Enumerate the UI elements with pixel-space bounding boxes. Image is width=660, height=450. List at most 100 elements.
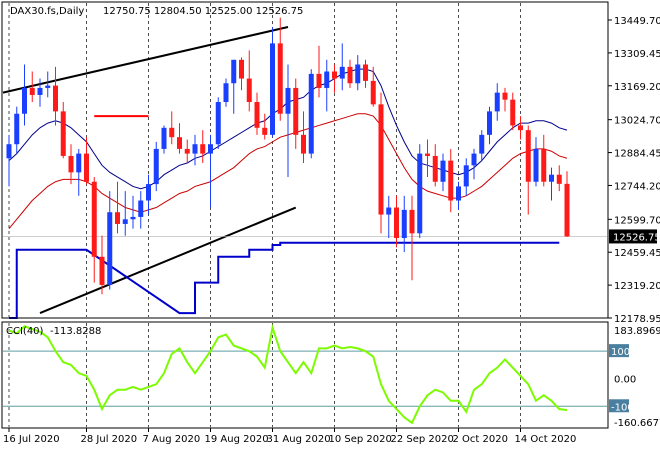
candle-body xyxy=(510,99,516,126)
candle-body xyxy=(76,153,82,173)
candle-body xyxy=(518,125,523,131)
candle-body xyxy=(84,153,89,182)
candle-body xyxy=(122,219,128,224)
candle-body xyxy=(463,165,469,187)
candle-body xyxy=(308,73,314,154)
candle-body xyxy=(541,148,547,182)
time-axis: 16 Jul 2020 28 Jul 2020 7 Aug 2020 19 Aug 2… xyxy=(3,428,576,445)
time-tick-label: 14 Oct 2020 xyxy=(515,434,577,445)
price-tick-label: 13024.70 xyxy=(614,116,660,127)
candle-body xyxy=(471,153,477,166)
candle-body xyxy=(386,207,392,215)
candle-body xyxy=(347,66,353,84)
cci-pane-frame xyxy=(1,321,609,429)
time-tick-label: 19 Aug 2020 xyxy=(205,434,269,445)
candle-body xyxy=(564,183,570,237)
candle-body xyxy=(487,111,492,135)
time-tick-label: 7 Aug 2020 xyxy=(143,434,201,445)
candle-body xyxy=(184,148,190,154)
price-tick-label: 12884.45 xyxy=(614,149,660,160)
candle-body xyxy=(277,43,283,114)
candle-body xyxy=(456,186,461,201)
candle-body xyxy=(22,87,27,114)
upper-trendline xyxy=(2,25,289,94)
cci-tick-label: -160.6677 xyxy=(614,418,660,429)
candle-body xyxy=(45,85,51,88)
candle-body xyxy=(409,209,415,234)
candle-body xyxy=(138,200,144,217)
support-line xyxy=(3,236,607,319)
candle-body xyxy=(448,160,454,201)
candle-body xyxy=(339,66,345,79)
candle-body xyxy=(556,174,562,184)
candle-body xyxy=(301,134,306,154)
trendlines xyxy=(2,25,297,314)
candle-body xyxy=(363,64,368,81)
ohlc-label: 12750.75 12804.50 12525.00 12526.75 xyxy=(103,6,303,17)
candle-body xyxy=(324,71,330,88)
candle-body xyxy=(60,111,66,156)
candle-body xyxy=(53,85,58,112)
price-tick-label: 12744.20 xyxy=(614,181,660,192)
time-tick-label: 10 Sep 2020 xyxy=(329,434,392,445)
price-tick-label: 12178.95 xyxy=(614,314,660,325)
candle-body xyxy=(192,144,198,154)
candle-body xyxy=(394,207,399,239)
cci-tick-label: 100 xyxy=(611,347,630,358)
candle-body xyxy=(146,184,151,201)
candle-body xyxy=(161,127,167,149)
time-tick-label: 16 Jul 2020 xyxy=(3,434,60,445)
candle-body xyxy=(370,80,376,105)
candle-body xyxy=(29,87,35,95)
symbol-label: DAX30.fs,Daily xyxy=(10,6,84,17)
candle-body xyxy=(425,153,430,156)
cci-tick-label: 183.8969 xyxy=(614,326,660,337)
cci-value-label: -113.8288 xyxy=(50,326,101,337)
candle-body xyxy=(293,87,299,135)
candle-body xyxy=(6,144,12,159)
price-tick-label: 12599.70 xyxy=(614,215,660,226)
candles xyxy=(6,17,570,295)
candle-body xyxy=(432,155,438,182)
support-step-line xyxy=(9,241,560,319)
candle-body xyxy=(231,59,237,84)
candle-body xyxy=(68,155,74,173)
cci-axis: 183.8969 100 0.00 -100 -160.6677 xyxy=(609,326,660,429)
candle-body xyxy=(401,209,407,239)
cci-line xyxy=(8,323,568,425)
candle-body xyxy=(355,64,361,84)
current-price-label: 12526.75 xyxy=(613,232,660,243)
candle-body xyxy=(533,148,539,182)
candle-body xyxy=(502,92,508,100)
lower-trendline xyxy=(39,206,297,314)
price-tick-label: 13309.45 xyxy=(614,49,660,60)
candle-body xyxy=(177,137,182,149)
current-price-badge xyxy=(609,229,657,244)
cci-level-badge xyxy=(609,344,629,358)
cci-tick-label: -100 xyxy=(611,402,634,413)
time-tick-label: 2 Oct 2020 xyxy=(453,434,508,445)
candle-body xyxy=(223,83,229,103)
cci-level-badge xyxy=(609,399,629,413)
candle-body xyxy=(525,130,531,182)
time-tick-label: 28 Jul 2020 xyxy=(81,434,138,445)
main-pane-frame xyxy=(1,1,609,319)
candle-body xyxy=(115,212,120,224)
candle-body xyxy=(417,153,423,234)
price-tick-label: 13449.70 xyxy=(614,16,660,27)
candle-body xyxy=(91,181,97,257)
candle-body xyxy=(254,102,260,128)
candle-body xyxy=(130,216,136,220)
candle-body xyxy=(285,87,291,114)
price-tick-label: 13169.20 xyxy=(614,82,660,93)
candle-body xyxy=(494,92,500,112)
candle-body xyxy=(208,144,213,154)
candle-body xyxy=(169,127,175,138)
time-tick-label: 31 Aug 2020 xyxy=(267,434,331,445)
price-tick-label: 12459.45 xyxy=(614,248,660,259)
candle-body xyxy=(549,174,554,182)
candle-body xyxy=(200,144,206,154)
candle-body xyxy=(37,87,43,95)
